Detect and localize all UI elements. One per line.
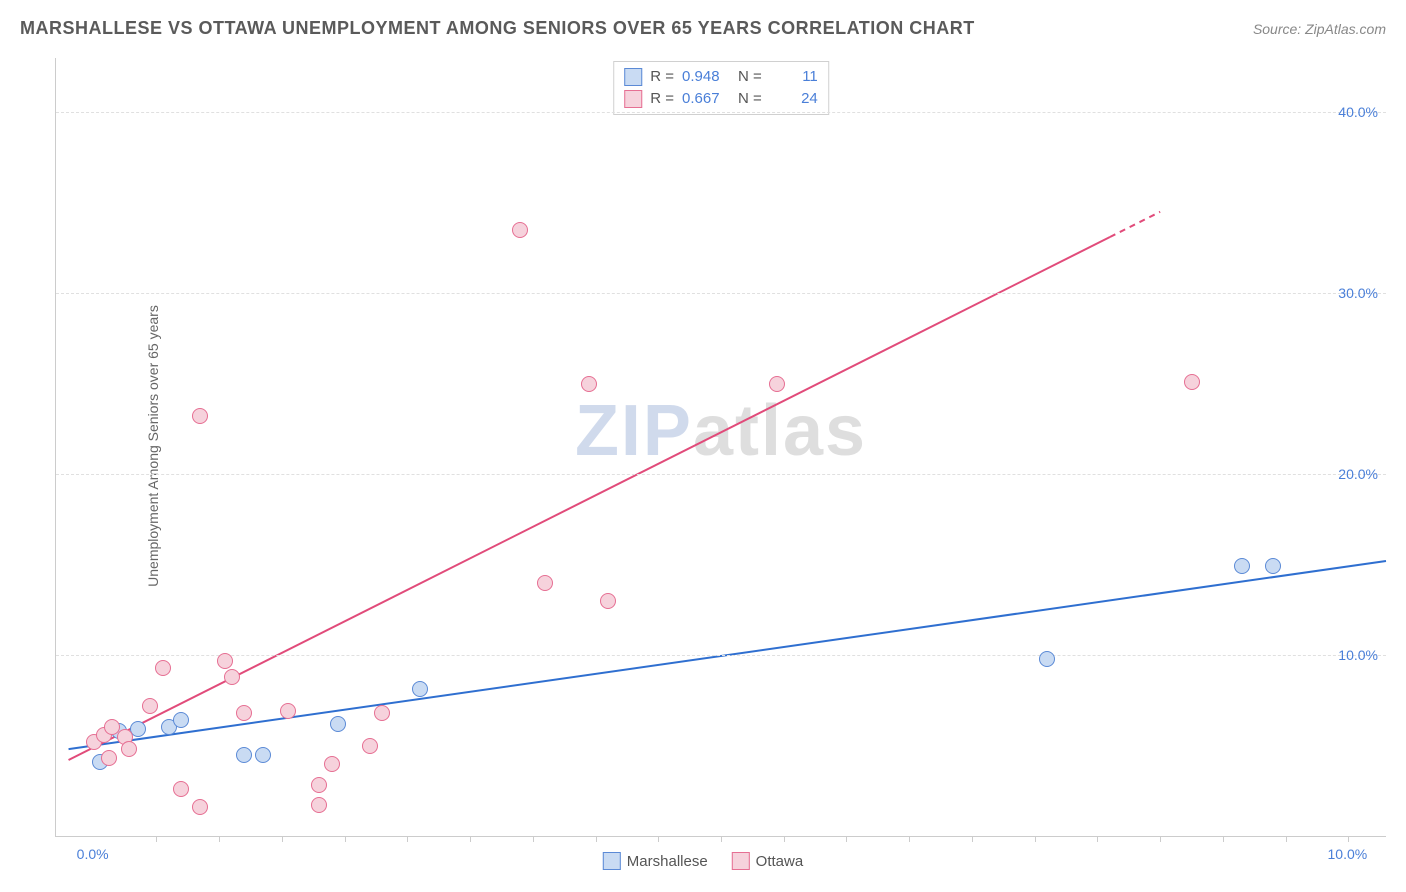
x-tick [909,836,910,842]
watermark-text-2: atlas [693,391,867,471]
legend-swatch [624,68,642,86]
data-point [1184,374,1200,390]
data-point [311,777,327,793]
gridline [56,655,1386,656]
x-tick [1160,836,1161,842]
data-point [362,738,378,754]
x-tick [470,836,471,842]
gridline [56,474,1386,475]
data-point [121,741,137,757]
x-tick [219,836,220,842]
legend-n-label: N = [738,88,762,110]
chart-plot-area: ZIPatlas R = 0.948 N = 11 R = 0.667 N = 24 10.0… [55,58,1386,837]
legend-r-value: 0.667 [682,88,730,110]
data-point [236,747,252,763]
legend-n-value: 24 [770,88,818,110]
y-tick-label: 30.0% [1338,285,1378,301]
x-tick [407,836,408,842]
legend-swatch [603,852,621,870]
data-point [374,705,390,721]
x-tick [972,836,973,842]
data-point [1234,558,1250,574]
x-tick [345,836,346,842]
legend-row: R = 0.948 N = 11 [624,66,818,88]
data-point [412,681,428,697]
data-point [769,376,785,392]
y-tick-label: 20.0% [1338,466,1378,482]
legend-swatch [624,90,642,108]
data-point [324,756,340,772]
legend-item: Marshallese [603,852,708,870]
data-point [581,376,597,392]
data-point [1265,558,1281,574]
trend-line-dashed [1110,212,1160,237]
gridline [56,293,1386,294]
x-tick [1097,836,1098,842]
x-tick [596,836,597,842]
data-point [155,660,171,676]
series-legend: Marshallese Ottawa [603,852,803,870]
chart-header: MARSHALLESE VS OTTAWA UNEMPLOYMENT AMONG… [20,18,1386,39]
legend-r-label: R = [650,66,674,88]
legend-label: Marshallese [627,853,708,870]
data-point [101,750,117,766]
x-tick [658,836,659,842]
y-tick-label: 10.0% [1338,647,1378,663]
data-point [192,408,208,424]
data-point [173,712,189,728]
legend-r-label: R = [650,88,674,110]
trend-lines-layer [56,58,1386,836]
legend-n-label: N = [738,66,762,88]
x-tick [1035,836,1036,842]
x-tick-label: 10.0% [1327,846,1367,862]
watermark: ZIPatlas [575,390,867,472]
x-tick [1348,836,1349,842]
chart-title: MARSHALLESE VS OTTAWA UNEMPLOYMENT AMONG… [20,18,975,39]
data-point [142,698,158,714]
data-point [1039,651,1055,667]
data-point [330,716,346,732]
x-tick [1286,836,1287,842]
x-tick [721,836,722,842]
data-point [311,797,327,813]
y-tick-label: 40.0% [1338,104,1378,120]
data-point [512,222,528,238]
x-tick [156,836,157,842]
watermark-text-1: ZIP [575,391,693,471]
legend-swatch [732,852,750,870]
data-point [224,669,240,685]
data-point [537,575,553,591]
x-tick [282,836,283,842]
chart-source: Source: ZipAtlas.com [1253,21,1386,37]
legend-label: Ottawa [756,853,804,870]
x-tick-label: 0.0% [77,846,109,862]
x-tick [1223,836,1224,842]
data-point [600,593,616,609]
legend-item: Ottawa [732,852,804,870]
data-point [217,653,233,669]
gridline [56,112,1386,113]
x-tick [533,836,534,842]
data-point [280,703,296,719]
x-tick [784,836,785,842]
legend-row: R = 0.667 N = 24 [624,88,818,110]
correlation-legend: R = 0.948 N = 11 R = 0.667 N = 24 [613,61,829,115]
data-point [236,705,252,721]
legend-r-value: 0.948 [682,66,730,88]
data-point [255,747,271,763]
legend-n-value: 11 [770,66,818,88]
data-point [173,781,189,797]
x-tick [846,836,847,842]
data-point [192,799,208,815]
